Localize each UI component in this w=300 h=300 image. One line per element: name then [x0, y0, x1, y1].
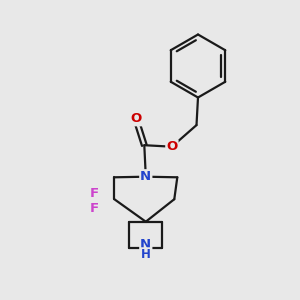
Text: N: N: [140, 238, 152, 251]
Text: O: O: [130, 112, 142, 125]
Text: H: H: [141, 248, 151, 261]
Text: F: F: [90, 187, 99, 200]
Text: N: N: [140, 170, 152, 183]
Text: F: F: [90, 202, 99, 215]
Text: O: O: [166, 140, 178, 153]
